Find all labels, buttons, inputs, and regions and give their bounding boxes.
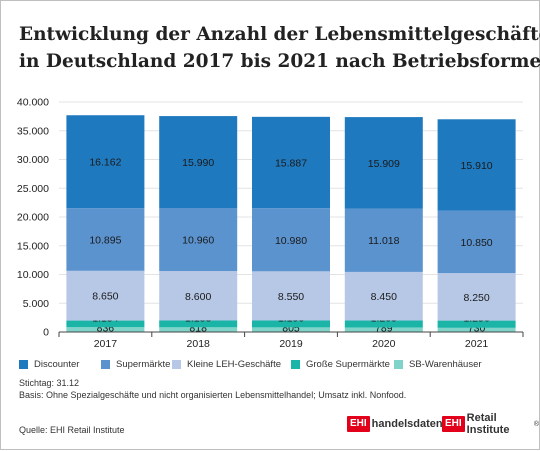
bar-segment	[437, 273, 516, 321]
bar-segment	[159, 208, 238, 272]
legend-swatch	[19, 360, 28, 369]
chart-title: Entwicklung der Anzahl der Lebensmittelg…	[19, 21, 540, 75]
legend-label: Supermärkte	[116, 359, 171, 370]
ehi-retail-institute-logo[interactable]: EHI Retail Institute ®	[442, 412, 539, 436]
data-label: 10.895	[89, 234, 121, 246]
legend-label: SB-Warenhäuser	[409, 359, 482, 370]
bar-segment	[159, 271, 238, 321]
y-tick-label: 40.000	[17, 97, 49, 109]
ehi-logo-box-2: EHI	[442, 416, 465, 432]
bar-segment	[252, 320, 330, 328]
bar-segment	[66, 320, 145, 328]
data-label: 8.600	[185, 291, 211, 303]
y-tick-label: 25.000	[17, 183, 49, 195]
retail-institute-logo-text: Retail Institute	[466, 412, 510, 436]
y-tick-label: 35.000	[17, 125, 49, 137]
legend-item: SB-Warenhäuser	[394, 359, 482, 370]
y-tick-label: 20.000	[17, 212, 49, 224]
y-tick-label: 30.000	[17, 154, 49, 166]
bar-segment	[66, 208, 145, 271]
legend-label: Kleine LEH-Geschäfte	[187, 359, 281, 370]
handelsdaten-logo[interactable]: EHI handelsdaten.de	[347, 413, 458, 435]
bar-segment	[66, 270, 145, 321]
registered-mark: ®	[533, 420, 539, 428]
bar-segment	[344, 208, 423, 272]
bar-segment	[159, 327, 238, 332]
footnote-basis: Basis: Ohne Spezialgeschäfte und nicht o…	[19, 390, 407, 400]
bar-segment	[437, 210, 516, 274]
data-label: 15.909	[368, 158, 400, 170]
y-tick-label: 0	[43, 327, 49, 339]
y-tick-label: 15.000	[17, 240, 49, 252]
bar-segment	[344, 327, 423, 332]
title-line-2: in Deutschland 2017 bis 2021 nach Betrie…	[19, 51, 540, 72]
bar-segment	[66, 115, 145, 209]
bar-segment	[344, 117, 423, 209]
bar-segment	[437, 327, 516, 332]
x-tick-label: 2017	[94, 338, 118, 350]
bar-segment	[252, 116, 330, 209]
x-tick-label: 2018	[187, 338, 211, 350]
data-label: 8.450	[371, 291, 397, 303]
legend-swatch	[101, 360, 110, 369]
bar-segment	[252, 208, 330, 272]
source-note: Quelle: EHI Retail Institute	[19, 425, 125, 435]
bar-segment	[252, 271, 330, 321]
data-label: 16.162	[89, 157, 121, 169]
legend-swatch	[394, 360, 403, 369]
data-label: 15.990	[182, 157, 214, 169]
data-label: 10.980	[275, 235, 307, 247]
bar-segment	[252, 327, 330, 332]
legend-label: Discounter	[34, 359, 80, 370]
legend-item: Kleine LEH-Geschäfte	[172, 359, 281, 370]
data-label: 11.018	[368, 235, 399, 247]
ehi-logo-box: EHI	[347, 416, 370, 432]
bar-segment	[159, 116, 238, 209]
legend-swatch	[172, 360, 181, 369]
data-label: 15.910	[461, 160, 493, 172]
y-tick-label: 10.000	[17, 269, 49, 281]
bar-segment	[437, 320, 516, 328]
y-tick-label: 5.000	[23, 298, 49, 310]
legend-label: Große Supermärkte	[306, 359, 390, 370]
data-label: 15.887	[275, 158, 307, 170]
legend-item: Supermärkte	[101, 359, 170, 370]
data-label: 8.250	[463, 292, 489, 304]
data-label: 10.850	[461, 237, 493, 249]
bar-segment	[344, 320, 423, 328]
x-tick-label: 2021	[465, 338, 489, 350]
data-label: 10.960	[182, 235, 214, 247]
bar-segment	[437, 119, 516, 211]
footnote-stichtag: Stichtag: 31.12	[19, 378, 80, 388]
x-tick-label: 2020	[372, 338, 396, 350]
data-label: 8.650	[92, 291, 118, 303]
title-line-1: Entwicklung der Anzahl der Lebensmittelg…	[19, 24, 540, 45]
legend-item: Discounter	[19, 359, 79, 370]
x-tick-label: 2019	[279, 338, 303, 350]
data-label: 8.550	[278, 291, 304, 303]
bar-segment	[66, 327, 145, 332]
handelsdaten-logo-text: handelsdaten.de	[371, 418, 459, 430]
legend-swatch	[291, 360, 300, 369]
bar-segment	[344, 271, 423, 321]
bar-segment	[159, 320, 238, 328]
legend-item: Große Supermärkte	[291, 359, 390, 370]
